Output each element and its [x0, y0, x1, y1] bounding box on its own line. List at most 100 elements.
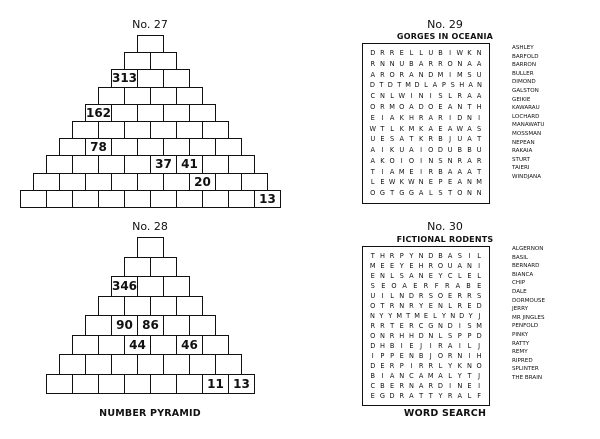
- word-search-letter[interactable]: N: [450, 312, 456, 320]
- word-search-letter[interactable]: E: [409, 167, 414, 176]
- word-search-letter[interactable]: D: [476, 332, 482, 340]
- word-search-letter[interactable]: L: [433, 312, 437, 320]
- word-search-letter[interactable]: S: [370, 282, 375, 290]
- word-search-letter[interactable]: Y: [399, 262, 404, 270]
- word-search-letter[interactable]: M: [476, 322, 482, 330]
- pyramid-cell[interactable]: [241, 172, 268, 191]
- word-search-letter[interactable]: A: [455, 282, 461, 290]
- word-search-letter[interactable]: I: [478, 262, 481, 270]
- word-search-letter[interactable]: D: [457, 113, 463, 122]
- word-search-letter[interactable]: W: [456, 49, 464, 57]
- word-search-letter[interactable]: Y: [409, 252, 414, 260]
- word-search-letter[interactable]: D: [414, 81, 420, 90]
- word-search-letter[interactable]: P: [390, 352, 395, 360]
- word-search-letter[interactable]: E: [380, 135, 385, 144]
- pyramid-cell[interactable]: [85, 172, 112, 191]
- word-search-letter[interactable]: S: [467, 322, 472, 330]
- word-search-letter[interactable]: Y: [438, 392, 443, 400]
- word-search-letter[interactable]: M: [405, 81, 411, 90]
- word-search-letter[interactable]: N: [379, 272, 385, 280]
- word-search-letter[interactable]: I: [449, 113, 452, 122]
- word-search-letter[interactable]: R: [428, 382, 434, 390]
- word-search-letter[interactable]: O: [437, 262, 444, 270]
- word-search-letter[interactable]: R: [409, 322, 414, 330]
- pyramid-cell[interactable]: [163, 315, 190, 336]
- word-search-letter[interactable]: E: [399, 322, 404, 330]
- word-search-letter[interactable]: A: [389, 167, 395, 176]
- pyramid-cell[interactable]: [124, 86, 151, 105]
- word-search-letter[interactable]: I: [458, 322, 461, 330]
- word-search-letter[interactable]: R: [389, 302, 395, 310]
- word-search-letter[interactable]: I: [420, 156, 423, 165]
- word-search-letter[interactable]: O: [370, 189, 376, 198]
- word-search-letter[interactable]: J: [420, 342, 423, 350]
- word-search-letter[interactable]: A: [447, 252, 453, 260]
- word-search-letter[interactable]: P: [399, 362, 404, 370]
- word-search-letter[interactable]: M: [476, 178, 482, 187]
- pyramid-cell[interactable]: [85, 315, 112, 336]
- word-search-letter[interactable]: I: [400, 342, 403, 350]
- pyramid-cell[interactable]: 313: [111, 69, 138, 88]
- word-search-letter[interactable]: O: [437, 292, 444, 300]
- word-search-letter[interactable]: A: [418, 382, 424, 390]
- word-search-letter[interactable]: N: [418, 252, 424, 260]
- pyramid-cell[interactable]: 44: [124, 334, 151, 355]
- word-search-letter[interactable]: N: [457, 102, 463, 111]
- pyramid-cell[interactable]: 78: [85, 138, 112, 157]
- word-search-letter[interactable]: H: [459, 81, 465, 90]
- word-search-letter[interactable]: R: [409, 302, 414, 310]
- word-search-letter[interactable]: R: [399, 382, 405, 390]
- pyramid-cell[interactable]: 41: [176, 155, 203, 174]
- pyramid-cell[interactable]: [215, 354, 242, 375]
- word-search-letter[interactable]: L: [390, 272, 394, 280]
- pyramid-cell[interactable]: [85, 354, 112, 375]
- word-search-letter[interactable]: I: [468, 252, 471, 260]
- pyramid-cell[interactable]: [150, 189, 177, 208]
- word-search-letter[interactable]: K: [389, 146, 395, 155]
- word-search-letter[interactable]: R: [447, 392, 453, 400]
- word-search-letter[interactable]: W: [456, 124, 464, 133]
- word-search-letter[interactable]: L: [438, 332, 443, 340]
- word-search-letter[interactable]: U: [457, 135, 463, 144]
- word-search-letter[interactable]: T: [370, 252, 375, 260]
- word-search-letter[interactable]: I: [420, 167, 423, 176]
- word-search-letter[interactable]: R: [457, 292, 463, 300]
- word-search-letter[interactable]: C: [370, 382, 376, 390]
- pyramid-cell[interactable]: 13: [254, 189, 281, 208]
- word-search-letter[interactable]: A: [476, 92, 482, 101]
- pyramid-cell[interactable]: [150, 334, 177, 355]
- word-search-letter[interactable]: M: [389, 102, 395, 111]
- word-search-letter[interactable]: I: [381, 167, 384, 176]
- word-search-letter[interactable]: N: [399, 372, 405, 380]
- word-search-letter[interactable]: U: [370, 135, 376, 144]
- word-search-letter[interactable]: R: [457, 92, 463, 101]
- word-search-letter[interactable]: I: [381, 292, 384, 300]
- word-search-letter[interactable]: B: [457, 146, 463, 155]
- word-search-letter[interactable]: T: [477, 167, 482, 176]
- word-search-letter[interactable]: T: [428, 392, 433, 400]
- word-search-letter[interactable]: Y: [379, 312, 384, 320]
- word-search-letter[interactable]: I: [449, 70, 452, 79]
- word-search-letter[interactable]: O: [370, 332, 376, 340]
- word-search-letter[interactable]: P: [380, 352, 385, 360]
- word-search-letter[interactable]: R: [444, 282, 450, 290]
- pyramid-cell[interactable]: 37: [150, 155, 177, 174]
- pyramid-cell[interactable]: [137, 35, 164, 54]
- word-search-letter[interactable]: R: [370, 322, 376, 330]
- word-search-letter[interactable]: B: [467, 146, 472, 155]
- pyramid-cell[interactable]: [189, 354, 216, 375]
- word-search-letter[interactable]: A: [370, 146, 375, 155]
- word-search-letter[interactable]: I: [381, 113, 384, 122]
- word-search-letter[interactable]: F: [434, 282, 439, 290]
- word-search-letter[interactable]: S: [438, 156, 443, 165]
- pyramid-cell[interactable]: [215, 138, 242, 157]
- word-search-letter[interactable]: K: [418, 124, 424, 133]
- word-search-letter[interactable]: C: [409, 372, 414, 380]
- word-search-letter[interactable]: I: [449, 49, 452, 57]
- word-search-letter[interactable]: A: [418, 372, 424, 380]
- word-search-letter[interactable]: A: [447, 167, 453, 176]
- word-search-letter[interactable]: N: [379, 59, 385, 68]
- word-search-letter[interactable]: W: [369, 124, 377, 133]
- pyramid-cell[interactable]: [124, 189, 151, 208]
- word-search-letter[interactable]: M: [427, 372, 434, 380]
